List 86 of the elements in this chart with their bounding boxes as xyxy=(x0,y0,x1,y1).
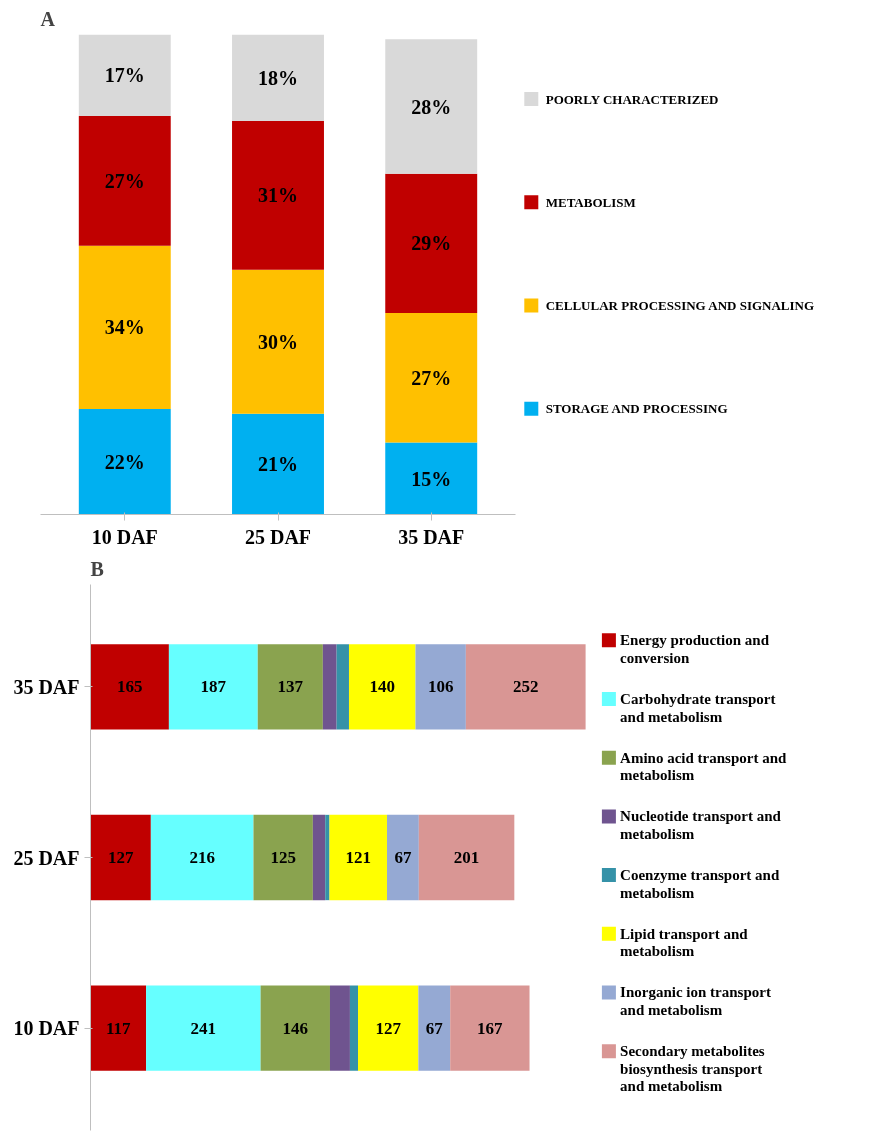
data-label: 201 xyxy=(453,848,480,867)
legend-label: Nucleotide transport and metabolism xyxy=(620,808,782,842)
bar xyxy=(329,814,387,901)
data-label: 28% xyxy=(411,95,452,118)
legend-label: Coenzyme transport and metabolism xyxy=(620,867,780,901)
data-label: 127 xyxy=(107,848,134,867)
data-label: 216 xyxy=(189,848,215,867)
bar xyxy=(78,245,171,409)
bar xyxy=(418,814,515,901)
bar xyxy=(385,442,478,515)
data-label: 34% xyxy=(104,316,145,339)
bar xyxy=(385,39,478,174)
bar xyxy=(386,814,419,901)
y-tick-label: 10 DAF xyxy=(13,1017,80,1040)
data-label: 125 xyxy=(270,848,296,867)
bar xyxy=(253,814,313,901)
data-label: 241 xyxy=(190,1018,217,1038)
bar xyxy=(358,985,419,1071)
bar xyxy=(257,644,323,730)
legend-label: Secondary metabolites biosynthesis transport and metabolism xyxy=(620,1043,765,1095)
data-label: 167 xyxy=(477,1018,504,1038)
bar xyxy=(415,644,466,730)
bar xyxy=(322,644,337,730)
legend-label: Carbohydrate transport and metabolism xyxy=(620,691,776,725)
bar xyxy=(78,116,171,246)
y-tick-label: 35 DAF xyxy=(13,675,80,698)
bar xyxy=(349,985,358,1071)
bar xyxy=(78,408,171,515)
legend-label: Amino acid transport and metabolism xyxy=(620,749,788,784)
bar xyxy=(78,34,171,117)
x-tick-label: 35 DAF xyxy=(398,525,465,548)
chart-title: B xyxy=(90,557,104,580)
legend-label: Inorganic ion transport and metabolism xyxy=(620,984,771,1018)
bar xyxy=(232,269,324,414)
bar xyxy=(232,413,324,515)
data-label: 22% xyxy=(104,450,145,473)
bar xyxy=(325,814,330,901)
legend-label: STORAGE AND PROCESSING xyxy=(545,401,728,417)
bar xyxy=(312,814,326,901)
bar xyxy=(150,814,254,901)
data-label: 117 xyxy=(106,1018,132,1038)
data-label: 21% xyxy=(258,453,298,476)
data-label: 27% xyxy=(411,366,452,389)
legend-label: POORLY CHARACTERIZED xyxy=(545,91,719,107)
bar xyxy=(348,644,416,730)
data-label: 127 xyxy=(375,1018,402,1038)
data-label: 27% xyxy=(104,169,145,192)
data-label: 31% xyxy=(258,184,298,207)
bar xyxy=(90,644,169,730)
chart-title: A xyxy=(40,7,56,30)
data-label: 165 xyxy=(116,677,143,697)
legend-label: Energy production and conversion xyxy=(620,632,770,666)
bar xyxy=(90,814,151,901)
data-label: 146 xyxy=(282,1018,309,1038)
bar xyxy=(146,985,261,1071)
data-label: 67 xyxy=(425,1018,444,1038)
bar xyxy=(329,985,350,1071)
data-label: 29% xyxy=(411,232,452,255)
bar xyxy=(260,985,330,1071)
bar xyxy=(90,985,147,1071)
data-label: 106 xyxy=(427,677,454,697)
bar xyxy=(232,34,324,121)
bar xyxy=(385,312,478,443)
data-label: 187 xyxy=(200,677,227,697)
data-label: 121 xyxy=(345,848,371,867)
bar xyxy=(336,644,349,730)
bar xyxy=(465,644,586,730)
legend-label: CELLULAR PROCESSING AND SIGNALING xyxy=(545,297,815,313)
data-label: 30% xyxy=(258,330,298,353)
data-label: 140 xyxy=(369,677,395,697)
data-label: 18% xyxy=(258,66,298,89)
bar xyxy=(385,173,478,313)
data-label: 67 xyxy=(394,848,412,867)
bar xyxy=(418,985,451,1071)
x-tick-label: 10 DAF xyxy=(91,525,158,548)
data-label: 252 xyxy=(512,677,539,697)
bar xyxy=(232,120,324,270)
data-label: 137 xyxy=(277,677,304,697)
x-tick-label: 25 DAF xyxy=(244,525,312,548)
bar xyxy=(168,644,258,730)
data-label: 17% xyxy=(104,64,145,87)
legend-label: Lipid transport and metabolism xyxy=(620,925,749,960)
legend-label: METABOLISM xyxy=(545,194,636,210)
y-tick-label: 25 DAF xyxy=(13,846,80,869)
data-label: 15% xyxy=(411,467,452,490)
bar xyxy=(450,985,530,1071)
